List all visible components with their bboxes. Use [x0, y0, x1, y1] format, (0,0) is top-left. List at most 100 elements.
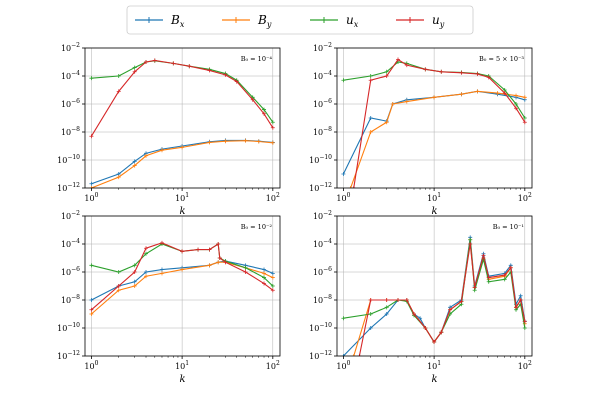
- data-point-by: [207, 263, 212, 268]
- data-point-uy: [243, 270, 248, 274]
- data-point-uy: [423, 67, 428, 72]
- data-point-by: [207, 140, 212, 145]
- data-point-by: [159, 271, 164, 276]
- data-point-ux: [262, 275, 267, 280]
- data-point-bx: [144, 270, 149, 274]
- y-tick-label: 10−2: [313, 42, 332, 53]
- x-tick-label: 100: [336, 360, 350, 371]
- data-point-uy: [448, 307, 453, 312]
- data-point-ux: [522, 116, 527, 120]
- data-point-uy: [518, 298, 523, 302]
- legend: Bx By ux uy: [126, 5, 474, 35]
- y-tick-label: 10−4: [61, 238, 80, 249]
- data-point-uy: [439, 69, 444, 74]
- data-point-bx: [368, 326, 373, 330]
- legend-marker: [407, 17, 413, 23]
- data-point-by: [116, 175, 121, 180]
- data-point-by: [475, 89, 480, 94]
- data-point-ux: [132, 263, 137, 268]
- data-point-uy: [423, 326, 428, 330]
- data-point-ux: [341, 316, 346, 321]
- grid: [337, 47, 532, 189]
- y-tick-label: 10−2: [313, 210, 332, 221]
- panel-2: 100 101 102 10−12 10−10 10−8 10−6 10−4 10−2 k B₀ =…: [309, 42, 533, 217]
- data-point-uy: [234, 79, 239, 84]
- data-point-uy: [459, 299, 464, 304]
- plot-frame: [84, 47, 281, 189]
- data-point-by: [216, 260, 221, 265]
- y-tick-label: 10−6: [61, 98, 80, 109]
- data-point-uy: [351, 186, 356, 188]
- data-point-uy: [207, 247, 212, 252]
- data-point-ux: [368, 74, 373, 78]
- data-point-uy: [508, 265, 513, 270]
- data-point-by: [495, 91, 500, 96]
- data-point-uy: [223, 72, 228, 77]
- data-point-uy: [132, 69, 137, 74]
- data-point-by: [89, 312, 94, 316]
- legend-marker: [233, 17, 239, 23]
- data-point-uy: [404, 298, 409, 302]
- series-line-by: [91, 261, 274, 315]
- data-point-bx: [132, 279, 137, 284]
- plot-frame: [336, 47, 533, 189]
- legend-frame: [126, 5, 474, 35]
- data-point-ux: [502, 277, 507, 282]
- data-point-uy: [368, 298, 373, 302]
- data-point-by: [270, 275, 275, 280]
- plot-frame: [336, 215, 533, 357]
- data-point-uy: [270, 288, 275, 293]
- y-tick-label: 10−6: [313, 266, 332, 277]
- x-tick-label: 100: [336, 192, 350, 203]
- data-point-bx: [368, 116, 373, 120]
- data-point-ux: [116, 270, 121, 274]
- data-point-ux: [243, 265, 248, 270]
- data-point-uy: [132, 270, 137, 274]
- data-point-ux: [270, 284, 275, 288]
- y-tick-label: 10−10: [57, 154, 80, 165]
- data-point-by: [514, 93, 519, 98]
- data-point-by: [256, 139, 261, 144]
- data-point-ux: [89, 76, 94, 81]
- x-axis-title: k: [431, 206, 437, 217]
- data-point-uy: [459, 70, 464, 75]
- data-point-uy: [207, 68, 212, 73]
- data-point-by: [159, 148, 164, 153]
- data-point-ux: [368, 312, 373, 316]
- panel-annotation: B₀ = 10⁻⁴: [241, 55, 273, 63]
- y-tick-label: 10−12: [57, 350, 80, 361]
- data-point-by: [432, 95, 437, 100]
- data-point-by: [262, 271, 267, 276]
- panel-annotation: B₀ = 10⁻²: [241, 223, 273, 231]
- x-tick-label: 101: [427, 192, 441, 203]
- x-tick-label: 100: [84, 360, 98, 371]
- data-point-uy: [217, 256, 222, 260]
- y-tick-label: 10−8: [61, 126, 80, 137]
- y-tick-label: 10−6: [61, 266, 80, 277]
- data-point-bx: [341, 354, 346, 356]
- series-line-uy: [353, 58, 526, 188]
- y-tick-label: 10−4: [61, 70, 80, 81]
- data-point-uy: [514, 305, 519, 310]
- data-point-uy: [152, 58, 157, 63]
- data-point-uy: [89, 134, 94, 139]
- data-point-ux: [132, 65, 137, 70]
- y-tick-label: 10−8: [313, 126, 332, 137]
- data-point-ux: [384, 305, 389, 310]
- y-tick-label: 10−12: [309, 182, 332, 193]
- data-point-by: [180, 145, 185, 150]
- data-point-uy: [411, 312, 416, 316]
- series-line-uy: [91, 242, 274, 311]
- data-point-bx: [159, 267, 164, 272]
- data-point-bx: [270, 271, 275, 276]
- data-point-ux: [262, 107, 267, 112]
- grid: [85, 47, 280, 189]
- data-point-ux: [270, 120, 275, 125]
- data-point-ux: [89, 263, 94, 268]
- x-axis-title: k: [179, 374, 185, 385]
- data-point-by: [144, 153, 149, 158]
- data-point-ux: [116, 74, 121, 78]
- data-point-uy: [223, 260, 228, 265]
- data-point-by: [132, 284, 137, 288]
- data-point-bx: [132, 159, 137, 164]
